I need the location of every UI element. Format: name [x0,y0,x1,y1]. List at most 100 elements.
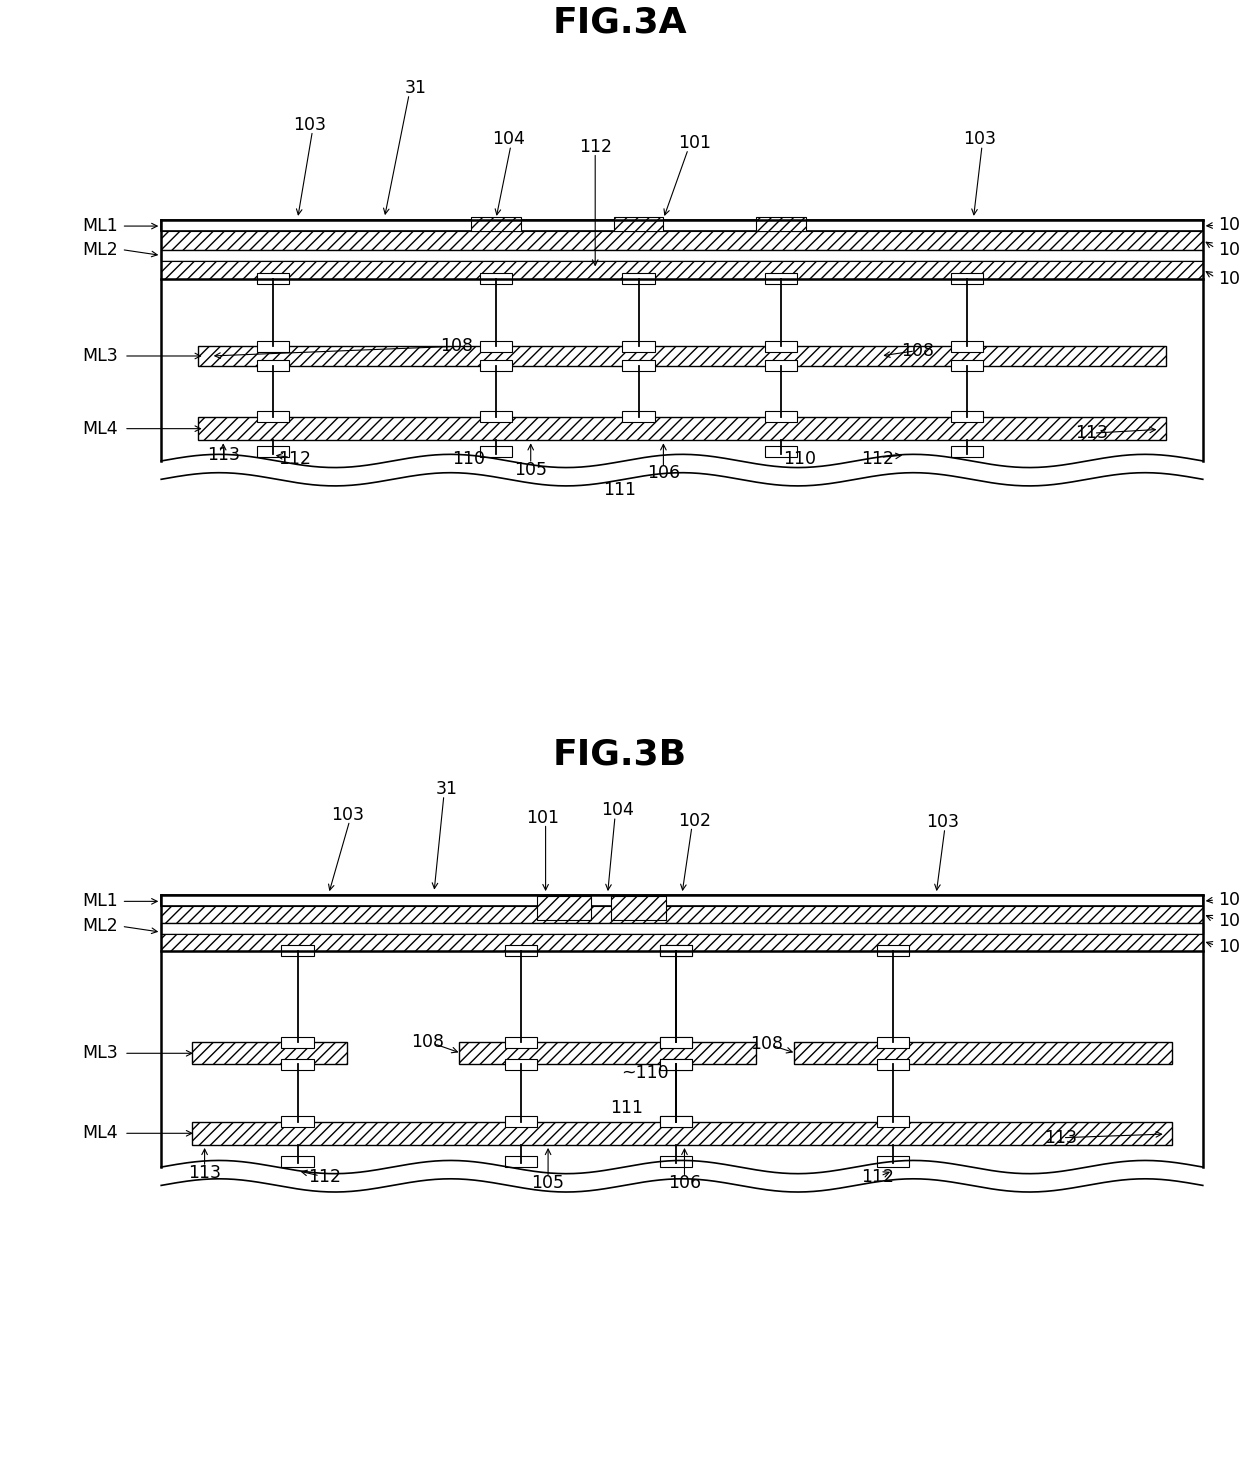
Text: 104: 104 [601,802,634,819]
Bar [660,1157,692,1167]
Text: 100: 100 [1218,241,1240,258]
Text: 106: 106 [647,464,680,483]
Bar [505,1116,537,1127]
Bar [257,411,289,423]
Text: 105: 105 [532,1174,564,1192]
Bar [877,945,909,956]
Text: 108: 108 [440,338,472,355]
Text: 108: 108 [750,1035,782,1053]
Text: 112: 112 [862,1169,894,1186]
Bar [765,411,797,423]
Bar [622,273,655,285]
Text: 103: 103 [331,806,363,824]
Text: 113: 113 [188,1164,221,1182]
Text: ~110: ~110 [621,1064,668,1082]
Text: 31: 31 [404,79,427,97]
Bar [622,411,655,423]
Bar [660,945,692,956]
Bar [281,1116,314,1127]
Bar [281,1058,314,1070]
Bar [505,945,537,956]
Text: 112: 112 [309,1169,341,1186]
Bar [257,360,289,371]
Bar [660,1116,692,1127]
Text: 103: 103 [963,131,996,148]
Text: ML3: ML3 [82,346,118,366]
Bar [756,216,806,232]
Text: 107: 107 [1218,216,1240,235]
Bar [765,273,797,285]
Text: 108: 108 [901,342,934,360]
Bar [611,895,666,919]
Bar [614,216,663,232]
Text: FIG.3A: FIG.3A [553,4,687,40]
Bar [505,1058,537,1070]
Text: 31: 31 [435,780,458,799]
Text: 106: 106 [668,1174,701,1192]
Bar [951,360,983,371]
Bar [161,250,1203,261]
Text: 113: 113 [1075,424,1107,442]
Bar [480,411,512,423]
Bar [951,411,983,423]
Bar [877,1036,909,1048]
Bar [161,220,1203,232]
Text: ML1: ML1 [82,893,118,910]
Bar [877,1058,909,1070]
Bar [161,261,1203,279]
Bar [660,1036,692,1048]
Bar [161,895,1203,906]
Bar [660,1036,692,1048]
Bar [505,1036,537,1048]
Bar [257,341,289,352]
Bar [877,1157,909,1167]
Text: 100: 100 [1218,270,1240,288]
Text: 113: 113 [1044,1129,1076,1147]
Bar [257,446,289,458]
Bar [660,1116,692,1127]
Bar [794,1042,1172,1064]
Bar [480,360,512,371]
Bar [281,1157,314,1167]
Bar [161,906,1203,923]
Bar [281,1036,314,1048]
Text: 100: 100 [1218,938,1240,956]
Bar [480,341,512,352]
Bar [161,232,1203,250]
Bar [765,341,797,352]
Bar [765,446,797,458]
Bar [660,945,692,956]
Bar [660,1058,692,1070]
Bar [192,1042,347,1064]
Text: 105: 105 [515,461,547,479]
Text: 102: 102 [678,812,711,829]
Bar [622,360,655,371]
Bar [480,273,512,285]
Bar [198,417,1166,440]
Text: ML4: ML4 [82,1124,118,1142]
Text: 112: 112 [279,449,311,468]
Text: 101: 101 [527,809,559,826]
Text: 103: 103 [926,813,959,831]
Text: 103: 103 [294,116,326,134]
Text: 111: 111 [610,1100,642,1117]
Bar [622,341,655,352]
Bar [877,1116,909,1127]
Bar [951,273,983,285]
Bar [537,895,591,919]
Bar [192,1122,1172,1145]
Bar [198,346,1166,366]
Text: ML2: ML2 [82,918,118,935]
Bar [480,446,512,458]
Text: ML2: ML2 [82,241,118,258]
Bar [765,360,797,371]
Bar [471,216,521,232]
Bar [505,1157,537,1167]
Bar [161,934,1203,951]
Text: ML4: ML4 [82,420,118,437]
Text: FIG.3B: FIG.3B [553,737,687,772]
Text: 110: 110 [453,449,485,468]
Text: 100: 100 [1218,912,1240,931]
Text: ML1: ML1 [82,217,118,235]
Bar [257,273,289,285]
